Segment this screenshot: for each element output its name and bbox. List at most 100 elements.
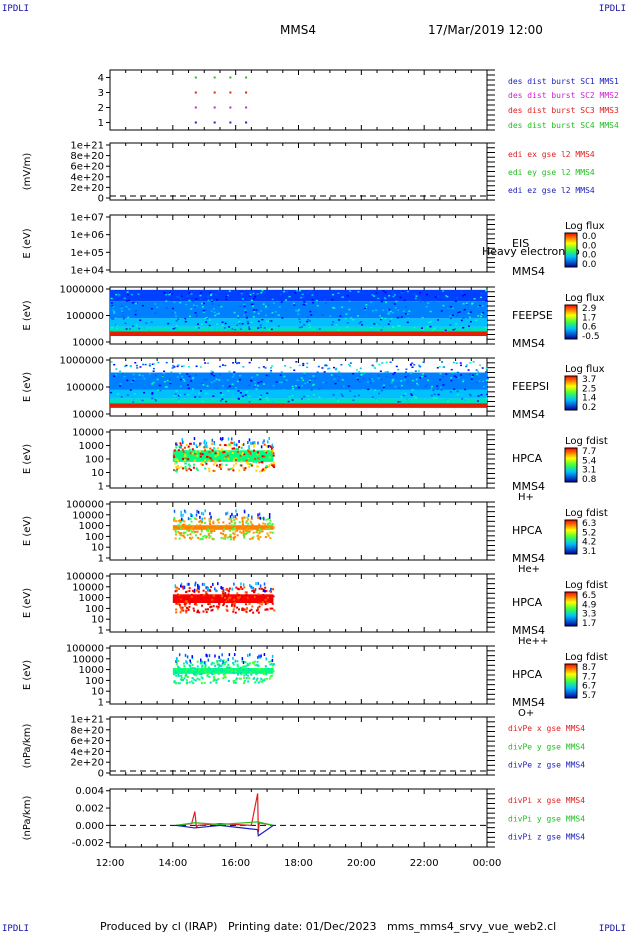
spectrogram-cell <box>254 457 257 460</box>
spectrogram-cell <box>253 660 256 663</box>
spectrogram-cell <box>421 373 424 375</box>
spectrogram-cell <box>234 669 237 672</box>
spectrogram-cell <box>221 451 224 454</box>
spectrogram-cell <box>183 532 186 535</box>
spectrogram-cell <box>170 371 173 374</box>
spectrogram-cell <box>183 393 186 396</box>
spectrogram-cell <box>238 362 241 364</box>
spectrogram-cell <box>259 584 262 588</box>
spectrogram-cell <box>204 467 207 470</box>
spectrogram-cell <box>220 532 223 535</box>
spectrogram-cell <box>476 381 479 384</box>
spectrogram-cell <box>142 363 145 366</box>
spectrogram-cell <box>332 394 335 396</box>
spectrogram-cell <box>242 299 245 302</box>
spectrogram-cell <box>462 294 465 297</box>
spectrogram-cell <box>247 654 249 658</box>
spectrogram-cell <box>180 466 183 469</box>
spectrogram-cell <box>247 456 250 459</box>
spectrogram-cell <box>215 464 218 467</box>
spectrogram-cell <box>246 529 249 532</box>
spectrogram-cell <box>329 315 332 317</box>
spectrogram-cell <box>199 455 202 458</box>
colorbar-tick-label: 1.7 <box>582 313 596 323</box>
spectrogram-cell <box>224 592 227 595</box>
spectrogram-cell <box>205 535 208 538</box>
spectrogram-cell <box>236 606 239 609</box>
spectrogram-cell <box>321 314 324 316</box>
spectrogram-cell <box>126 394 129 396</box>
spectrogram-cell <box>205 586 207 590</box>
y-tick-label: 8e+20 <box>70 151 104 162</box>
spectrogram-cell <box>196 597 199 600</box>
spectrogram-cell <box>195 326 198 328</box>
spectrogram-cell <box>232 610 235 613</box>
spectrogram-cell <box>371 396 374 399</box>
spectrogram-cell <box>181 608 184 611</box>
spectrogram-cell <box>175 470 178 473</box>
spectrogram-cell <box>241 453 244 456</box>
spectrogram-cell <box>256 677 259 680</box>
spectrogram-cell <box>214 293 217 296</box>
spectrogram-cell <box>248 601 251 604</box>
spectrogram-cell <box>353 389 356 392</box>
spectrogram-cell <box>195 305 198 307</box>
spectrogram-cell <box>441 361 444 363</box>
spectrogram-cell <box>306 320 309 323</box>
spectrogram-cell <box>234 536 237 539</box>
spectrogram-cell <box>375 309 378 311</box>
spectrogram-cell <box>214 455 217 458</box>
spectrogram-cell <box>241 452 244 455</box>
spectrogram-cell <box>396 316 399 319</box>
spectrogram-cell <box>240 672 243 675</box>
spectrogram-cell <box>183 509 186 513</box>
spectrogram-cell <box>239 586 242 589</box>
spectrogram-cell <box>221 586 223 590</box>
spectrogram-cell <box>118 294 121 296</box>
spectrogram-cell <box>188 375 191 378</box>
spectrogram-cell <box>180 375 183 378</box>
spectrogram-cell <box>209 527 212 530</box>
spectrogram-cell <box>228 290 231 292</box>
spectrogram-cell <box>233 533 236 536</box>
spectrogram-cell <box>126 379 129 382</box>
spectrogram-cell <box>213 525 216 528</box>
spectrogram-cell <box>175 453 178 456</box>
spectrogram-cell <box>147 395 150 398</box>
spectrogram-cell <box>182 440 184 444</box>
spectrogram-cell <box>244 309 247 311</box>
colorbar-title: Log flux <box>565 293 605 304</box>
spectrogram-cell <box>260 670 263 673</box>
x-tick-label: 00:00 <box>473 858 502 869</box>
spacecraft-label: MMS4 <box>512 265 545 278</box>
spectrogram-cell <box>271 463 274 466</box>
spectrogram-cell <box>202 610 205 613</box>
spectrogram-cell <box>111 305 114 307</box>
panel-frame <box>109 501 488 561</box>
spectrogram-cell <box>250 463 253 466</box>
colorbar-tick-label: -0.5 <box>582 332 600 342</box>
spectrogram-cell <box>192 304 195 307</box>
spectrogram-cell <box>380 314 383 317</box>
spectrogram-cell <box>199 524 202 527</box>
spectrogram-cell <box>269 607 272 610</box>
spectrogram-cell <box>232 602 235 605</box>
y-tick-label: 1 <box>98 118 104 129</box>
spectrogram-cell <box>267 450 270 453</box>
spectrogram-cell <box>196 588 199 591</box>
spectrogram-cell <box>159 384 162 387</box>
spectrogram-cell <box>185 606 188 609</box>
spectrogram-cell <box>236 324 239 326</box>
spectrogram-cell <box>468 316 471 319</box>
spectrogram-cell <box>269 675 272 678</box>
spectrogram-cell <box>180 668 183 671</box>
spectrogram-cell <box>272 595 275 598</box>
spectrogram-cell <box>264 596 267 599</box>
spectrogram-cell <box>228 326 231 328</box>
spectrogram-cell <box>372 365 375 367</box>
spectrogram-cell <box>392 295 395 298</box>
spectrogram-cell <box>442 304 445 307</box>
spectrogram-cell <box>174 530 177 533</box>
spectrogram-cell <box>264 527 267 530</box>
spectrogram-cell <box>397 401 400 403</box>
